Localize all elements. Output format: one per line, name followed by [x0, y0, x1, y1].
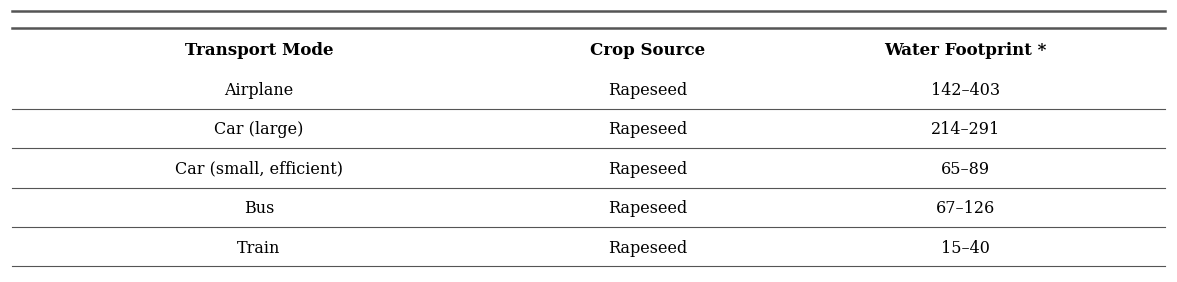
Text: 65–89: 65–89	[940, 161, 990, 178]
Text: Transport Mode: Transport Mode	[185, 42, 333, 59]
Text: Crop Source: Crop Source	[590, 42, 705, 59]
Text: Rapeseed: Rapeseed	[607, 161, 687, 178]
Text: 214–291: 214–291	[931, 121, 999, 138]
Text: Car (large): Car (large)	[214, 121, 304, 138]
Text: Rapeseed: Rapeseed	[607, 82, 687, 99]
Text: 15–40: 15–40	[940, 240, 990, 257]
Text: Train: Train	[238, 240, 280, 257]
Text: Water Footprint *: Water Footprint *	[884, 42, 1046, 59]
Text: Rapeseed: Rapeseed	[607, 200, 687, 217]
Text: Airplane: Airplane	[225, 82, 293, 99]
Text: 67–126: 67–126	[936, 200, 995, 217]
Text: Bus: Bus	[244, 200, 274, 217]
Text: Rapeseed: Rapeseed	[607, 240, 687, 257]
Text: Car (small, efficient): Car (small, efficient)	[175, 161, 343, 178]
Text: Rapeseed: Rapeseed	[607, 121, 687, 138]
Text: 142–403: 142–403	[931, 82, 999, 99]
